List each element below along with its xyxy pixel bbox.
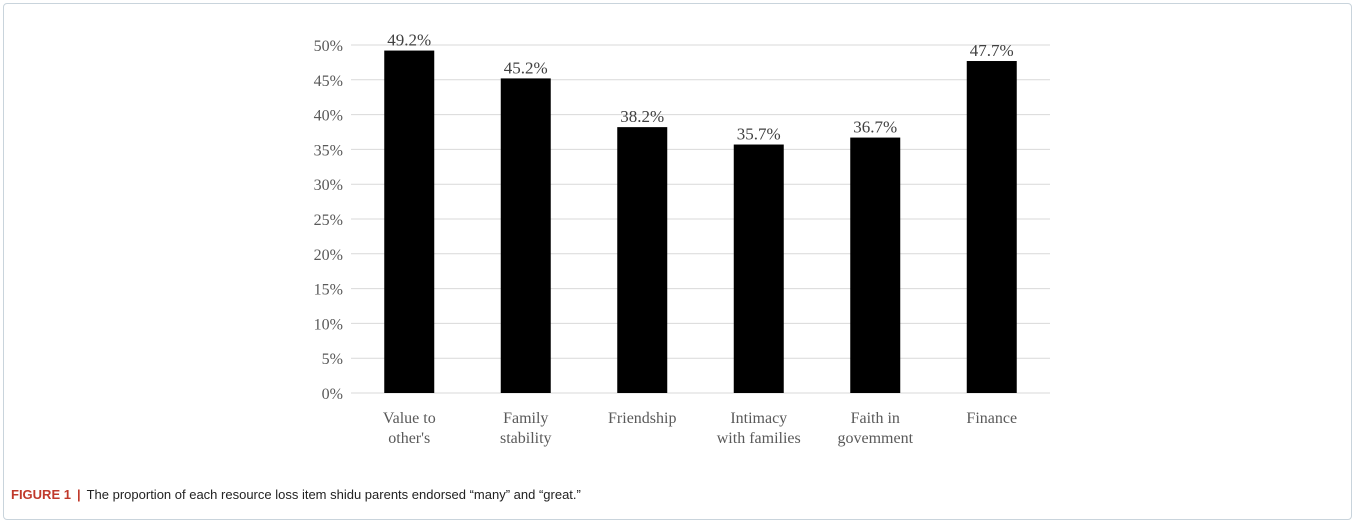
bar (500, 78, 551, 394)
y-tick-label: 20% (314, 247, 343, 264)
bar-chart: 0% 5% 10% 15% 20% 25% 30% 35% 40% 45% 50% 49.2% 45.… (314, 31, 1050, 447)
data-label: 49.2% (387, 31, 431, 50)
x-tick-label: Friendship (608, 410, 676, 427)
x-tick-label: Family (503, 410, 548, 427)
bar (966, 61, 1017, 394)
x-axis-tick-labels: Value to other's Family stability Friendship… (383, 410, 1017, 447)
x-tick-label: govemment (837, 430, 913, 447)
data-label: 45.2% (504, 58, 548, 77)
y-tick-label: 10% (314, 316, 343, 333)
figure-frame (3, 3, 1352, 520)
caption-separator: | (76, 487, 81, 502)
bar (850, 137, 901, 393)
y-axis-tick-labels: 0% 5% 10% 15% 20% 25% 30% 35% 40% 45% 50% (314, 38, 343, 403)
y-tick-label: 35% (314, 142, 343, 159)
caption-text: The proportion of each resource loss ite… (86, 487, 581, 502)
y-tick-label: 0% (322, 386, 343, 403)
x-tick-label: stability (500, 430, 552, 447)
x-tick-label: Finance (966, 410, 1017, 427)
y-tick-label: 25% (314, 212, 343, 229)
x-tick-label: with families (717, 430, 801, 447)
y-tick-label: 15% (314, 282, 343, 299)
bar (384, 50, 435, 394)
x-tick-label: Value to (383, 410, 436, 427)
y-tick-label: 45% (314, 73, 343, 90)
bar (617, 127, 668, 394)
y-tick-label: 40% (314, 108, 343, 125)
data-label: 47.7% (970, 41, 1014, 60)
bars (384, 50, 1017, 394)
x-tick-label: Faith in (851, 410, 900, 427)
data-label: 36.7% (853, 118, 897, 137)
data-label: 38.2% (620, 107, 664, 126)
figure-caption: FIGURE 1 | The proportion of each resource… (11, 487, 581, 502)
y-tick-label: 30% (314, 177, 343, 194)
x-tick-label: other's (388, 430, 430, 447)
data-labels: 49.2% 45.2% 38.2% 35.7% 36.7% 47.7% (387, 31, 1013, 144)
gridlines (351, 44, 1050, 394)
y-tick-label: 50% (314, 38, 343, 55)
figure-label: FIGURE 1 (11, 487, 71, 502)
bar (733, 144, 784, 393)
data-label: 35.7% (737, 125, 781, 144)
x-tick-label: Intimacy (730, 410, 787, 427)
y-tick-label: 5% (322, 351, 343, 368)
